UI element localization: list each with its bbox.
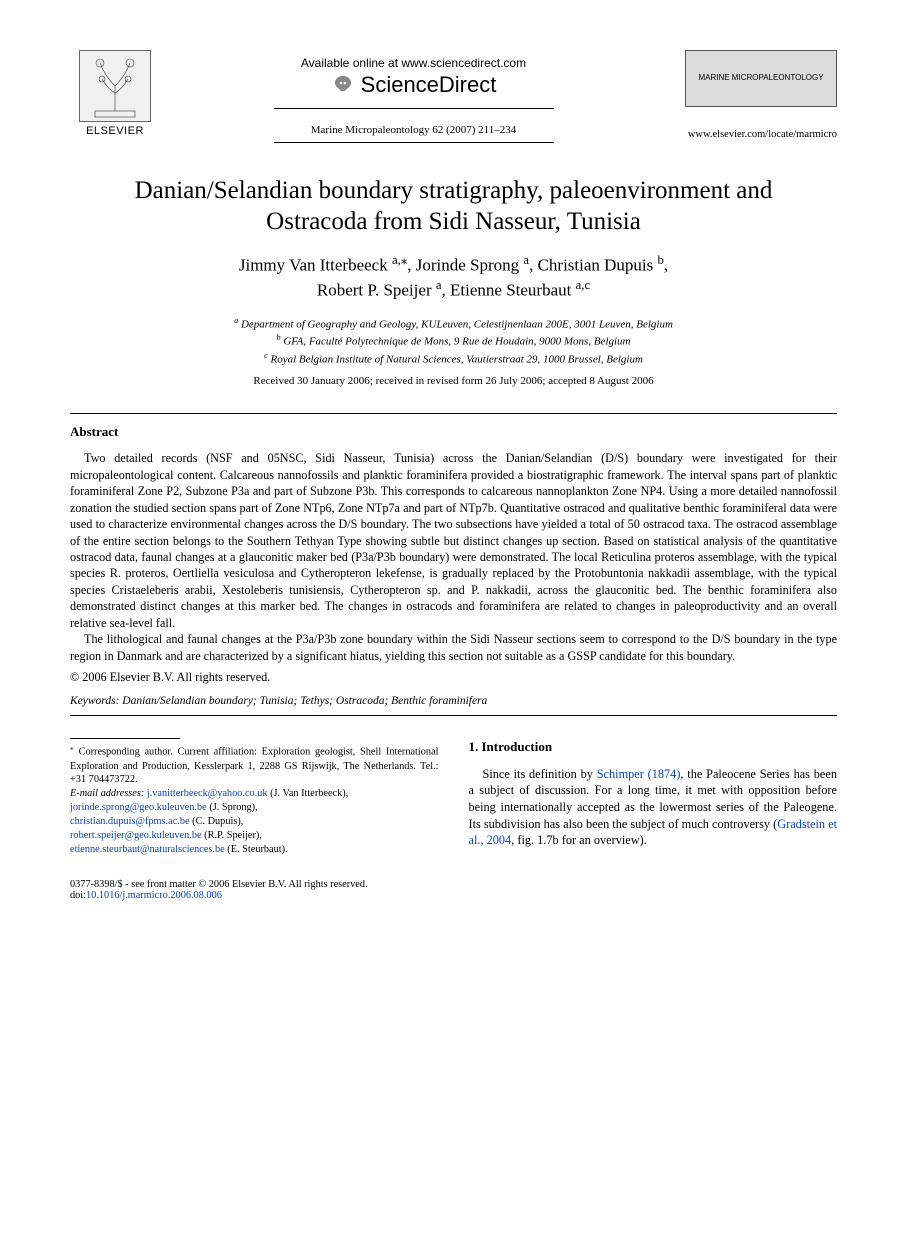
correspondence-footnote: ⁎ Corresponding author. Current affiliat… xyxy=(70,743,439,857)
available-online-text: Available online at www.sciencedirect.co… xyxy=(160,56,667,70)
abstract-top-rule xyxy=(70,413,837,414)
elsevier-tree-icon xyxy=(79,50,151,122)
page-footer: 0377-8398/$ - see front matter © 2006 El… xyxy=(70,879,837,901)
intro-post: , fig. 1.7b for an overview). xyxy=(511,833,647,847)
email-4-who: (R.P. Speijer), xyxy=(204,830,262,841)
article-title: Danian/Selandian boundary stratigraphy, … xyxy=(70,175,837,238)
affiliation-b: GFA, Faculté Polytechnique de Mons, 9 Ru… xyxy=(283,336,630,348)
affiliation-c: Royal Belgian Institute of Natural Scien… xyxy=(270,353,642,365)
footer-left: 0377-8398/$ - see front matter © 2006 El… xyxy=(70,879,837,901)
journal-citation: Marine Micropaleontology 62 (2007) 211–2… xyxy=(160,124,667,136)
email-5-who: (E. Steurbaut). xyxy=(227,844,287,855)
title-line-2: Ostracoda from Sidi Nasseur, Tunisia xyxy=(266,208,641,235)
author-5: Etienne Steurbaut xyxy=(450,281,571,300)
header-rule-top xyxy=(274,108,554,109)
intro-text: Since its definition by Schimper (1874),… xyxy=(469,766,838,849)
keywords-line: Keywords: Danian/Selandian boundary; Tun… xyxy=(70,695,837,707)
author-1-aff: a, xyxy=(392,253,401,267)
right-column: 1. Introduction Since its definition by … xyxy=(469,738,838,857)
author-1-star: ⁎ xyxy=(401,253,407,267)
journal-url: www.elsevier.com/locate/marmicro xyxy=(667,129,837,140)
intro-pre: Since its definition by xyxy=(483,767,597,781)
sciencedirect-text: ScienceDirect xyxy=(361,72,497,98)
author-3-aff: b xyxy=(658,253,664,267)
affiliation-a: Department of Geography and Geology, KUL… xyxy=(241,318,673,330)
article-dates: Received 30 January 2006; received in re… xyxy=(70,375,837,387)
email-label: E-mail addresses: xyxy=(70,788,144,799)
keywords-text: Danian/Selandian boundary; Tunisia; Teth… xyxy=(122,695,487,707)
intro-heading: 1. Introduction xyxy=(469,738,838,756)
doi-link[interactable]: 10.1016/j.marmicro.2006.08.006 xyxy=(86,890,222,901)
author-5-aff: a,c xyxy=(576,278,591,292)
author-1: Jimmy Van Itterbeeck xyxy=(239,255,388,274)
title-line-1: Danian/Selandian boundary stratigraphy, … xyxy=(135,177,773,204)
center-header: Available online at www.sciencedirect.co… xyxy=(160,50,667,143)
email-1-who: (J. Van Itterbeeck), xyxy=(270,788,348,799)
left-column: ⁎ Corresponding author. Current affiliat… xyxy=(70,738,439,857)
header-row: ELSEVIER Available online at www.science… xyxy=(70,50,837,143)
author-4-aff: a xyxy=(436,278,442,292)
two-column-body: ⁎ Corresponding author. Current affiliat… xyxy=(70,738,837,857)
abstract-copyright: © 2006 Elsevier B.V. All rights reserved… xyxy=(70,670,837,685)
abstract-body: Two detailed records (NSF and 05NSC, Sid… xyxy=(70,450,837,664)
author-2: Jorinde Sprong xyxy=(416,255,519,274)
abstract-p1: Two detailed records (NSF and 05NSC, Sid… xyxy=(70,450,837,631)
publisher-name: ELSEVIER xyxy=(70,125,160,137)
email-4-link[interactable]: robert.speijer@geo.kuleuven.be xyxy=(70,830,202,841)
page-container: ELSEVIER Available online at www.science… xyxy=(0,0,907,941)
email-5-link[interactable]: etienne.steurbaut@naturalsciences.be xyxy=(70,844,225,855)
author-4: Robert P. Speijer xyxy=(317,281,432,300)
doi-label: doi: xyxy=(70,890,86,901)
intro-ref-1[interactable]: Schimper (1874) xyxy=(597,767,681,781)
abstract-heading: Abstract xyxy=(70,424,837,440)
abstract-p2: The lithological and faunal changes at t… xyxy=(70,631,837,664)
sciencedirect-icon xyxy=(331,73,355,97)
email-2-who: (J. Sprong), xyxy=(209,802,257,813)
author-3: Christian Dupuis xyxy=(538,255,654,274)
email-2-link[interactable]: jorinde.sprong@geo.kuleuven.be xyxy=(70,802,207,813)
keywords-label: Keywords: xyxy=(70,695,119,707)
issn-line: 0377-8398/$ - see front matter © 2006 El… xyxy=(70,879,368,890)
footnote-rule xyxy=(70,738,180,739)
journal-cover-thumbnail: MARINE MICROPALEONTOLOGY xyxy=(685,50,837,107)
email-3-who: (C. Dupuis), xyxy=(192,816,243,827)
affiliations: a Department of Geography and Geology, K… xyxy=(70,315,837,368)
author-2-aff: a xyxy=(523,253,529,267)
corr-text: Corresponding author. Current affiliatio… xyxy=(70,747,439,786)
email-1-link[interactable]: j.vanitterbeeck@yahoo.co.uk xyxy=(147,788,268,799)
publisher-block: ELSEVIER xyxy=(70,50,160,137)
header-rule-bottom xyxy=(274,142,554,143)
email-3-link[interactable]: christian.dupuis@fpms.ac.be xyxy=(70,816,190,827)
corr-star: ⁎ xyxy=(70,743,74,752)
sciencedirect-logo: ScienceDirect xyxy=(160,72,667,98)
journal-block: MARINE MICROPALEONTOLOGY www.elsevier.co… xyxy=(667,50,837,140)
abstract-bottom-rule xyxy=(70,715,837,716)
author-list: Jimmy Van Itterbeeck a,⁎, Jorinde Sprong… xyxy=(70,252,837,303)
